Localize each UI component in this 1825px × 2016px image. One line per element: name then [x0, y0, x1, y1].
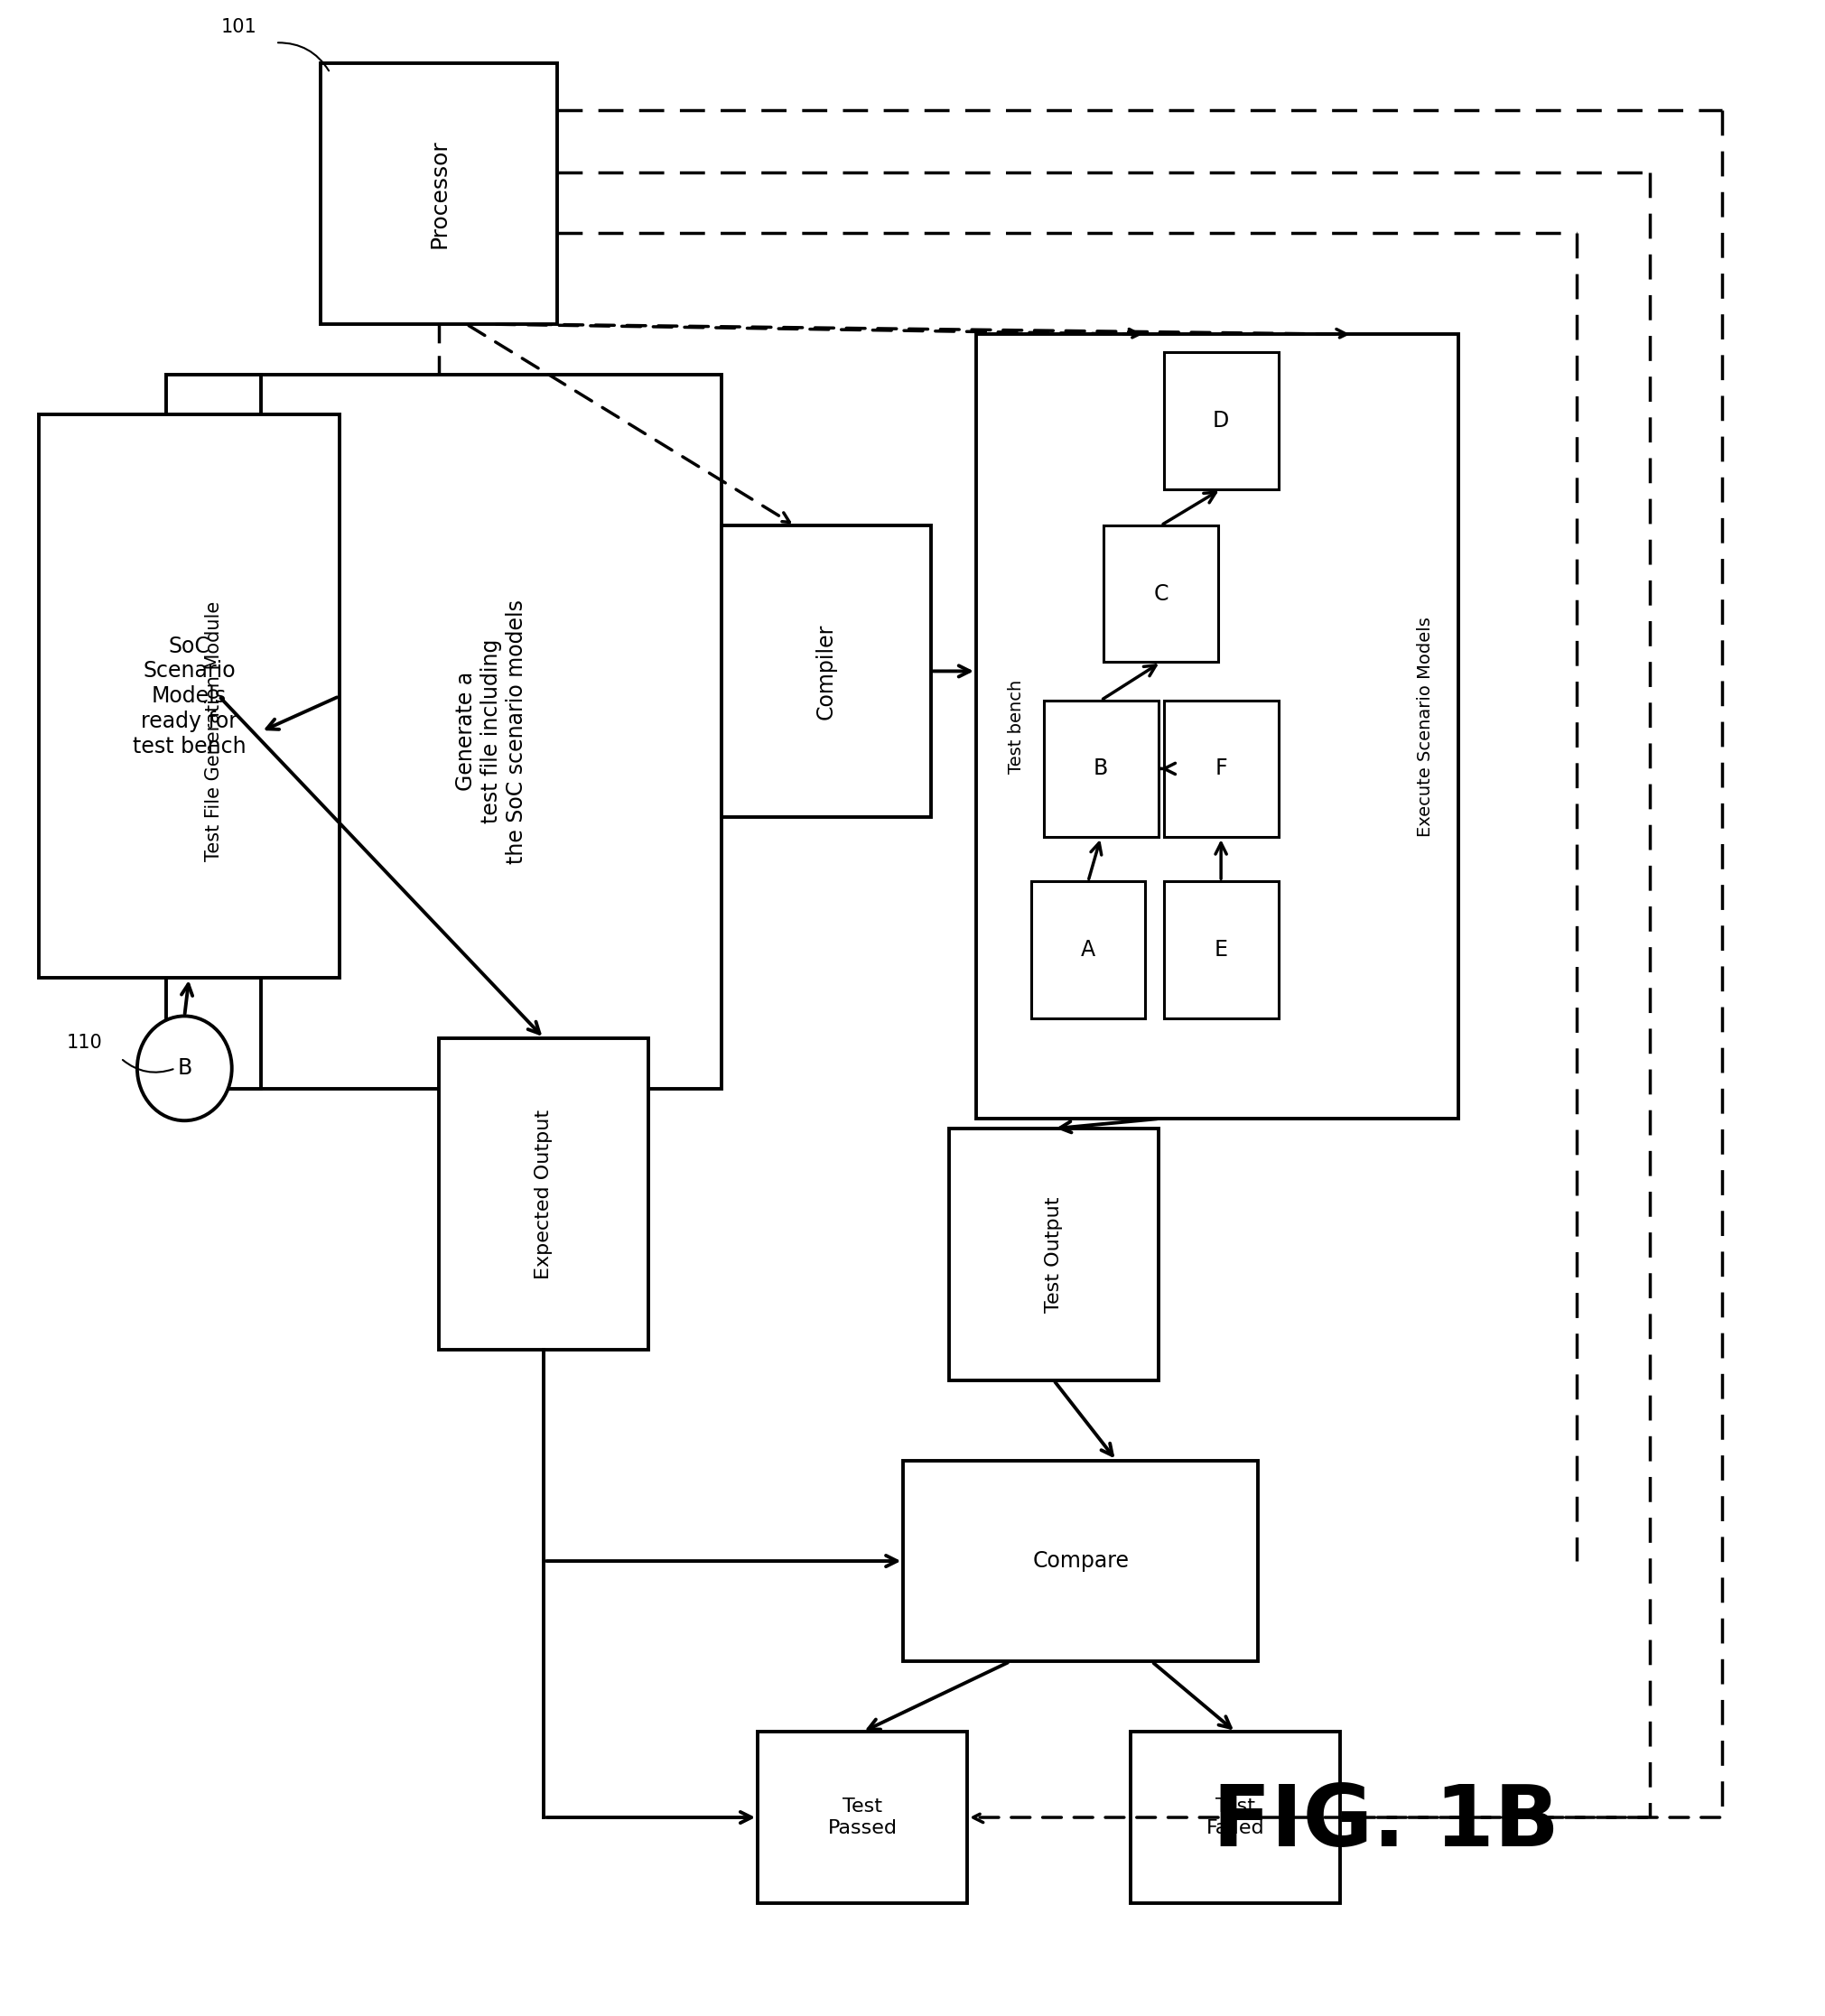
Bar	[1164, 353, 1277, 490]
Text: SoC
Scenario
Models
ready for
test bench: SoC Scenario Models ready for test bench	[133, 635, 246, 758]
Text: FIG. 1B: FIG. 1B	[1212, 1780, 1559, 1865]
Bar	[38, 415, 339, 978]
Bar	[903, 1460, 1257, 1661]
Text: A: A	[1080, 939, 1095, 960]
Bar	[976, 335, 1458, 1119]
Bar	[721, 526, 931, 816]
Bar	[757, 1732, 967, 1903]
Text: Test File Generation Module: Test File Generation Module	[204, 601, 223, 861]
Bar	[1104, 526, 1219, 661]
Bar	[1164, 881, 1277, 1018]
Text: B: B	[177, 1058, 192, 1079]
Text: Test Output: Test Output	[1044, 1195, 1062, 1312]
Bar	[440, 1038, 648, 1351]
Text: E: E	[1214, 939, 1228, 960]
Text: 101: 101	[221, 18, 257, 36]
Circle shape	[137, 1016, 232, 1121]
Bar	[166, 375, 721, 1089]
Text: Generate a
test file including
the SoC scenario models: Generate a test file including the SoC s…	[454, 599, 527, 863]
Text: Test
Passed: Test Passed	[829, 1798, 898, 1837]
Bar	[321, 62, 558, 325]
Text: Compare: Compare	[1033, 1550, 1130, 1572]
Text: Expected Output: Expected Output	[535, 1109, 553, 1278]
Bar	[1164, 700, 1277, 837]
Text: C: C	[1153, 583, 1168, 605]
Text: D: D	[1214, 409, 1230, 431]
Text: 110: 110	[66, 1034, 102, 1052]
Text: Compiler: Compiler	[816, 623, 838, 720]
Text: Test
Failed: Test Failed	[1206, 1798, 1265, 1837]
Bar	[1044, 700, 1159, 837]
Bar	[1132, 1732, 1340, 1903]
Text: F: F	[1215, 758, 1226, 780]
Bar	[949, 1129, 1159, 1381]
Text: Test bench: Test bench	[1007, 679, 1026, 774]
Text: B: B	[1093, 758, 1108, 780]
Bar	[166, 375, 261, 1089]
Text: Processor: Processor	[429, 139, 451, 248]
Bar	[1031, 881, 1146, 1018]
Text: Execute Scenario Models: Execute Scenario Models	[1418, 617, 1434, 837]
